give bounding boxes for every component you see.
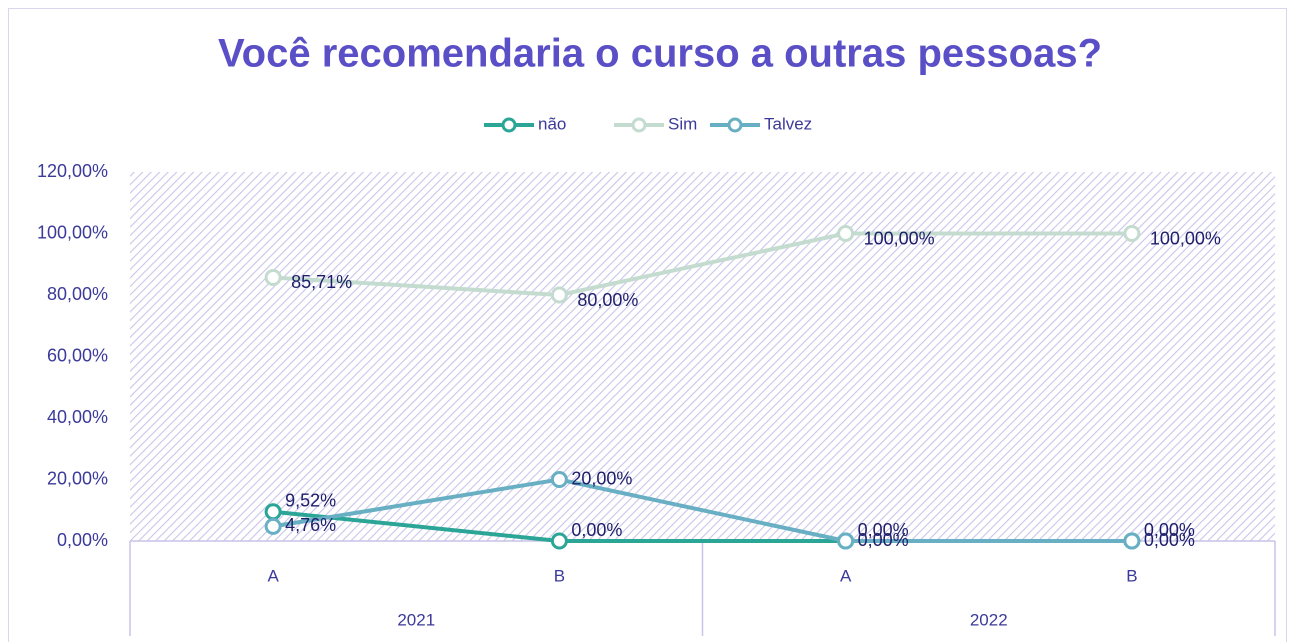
data-point	[550, 286, 568, 304]
y-tick-label: 20,00%	[47, 468, 108, 488]
data-label: 100,00%	[1150, 228, 1221, 248]
data-label: 0,00%	[858, 520, 909, 540]
x-tick-label: A	[840, 566, 852, 585]
data-label: 80,00%	[577, 290, 638, 310]
data-point	[550, 471, 568, 488]
data-point	[550, 532, 568, 550]
legend-marker	[501, 117, 517, 133]
legend-marker	[631, 117, 647, 133]
data-label: 0,00%	[858, 530, 909, 550]
data-label: 85,71%	[291, 272, 352, 292]
data-label: 0,00%	[1144, 530, 1195, 550]
data-label: 0,00%	[571, 520, 622, 540]
data-label: 4,76%	[285, 515, 336, 535]
chart-title: Você recomendaria o curso a outras pesso…	[218, 32, 1102, 76]
data-point	[837, 532, 855, 550]
series-line	[273, 231, 1132, 298]
x-tick-label: A	[267, 566, 279, 585]
y-tick-label: 100,00%	[37, 222, 108, 242]
legend-label: não	[538, 114, 566, 133]
chart-border	[8, 8, 1287, 642]
data-label: 0,00%	[1144, 520, 1195, 540]
y-tick-label: 120,00%	[37, 161, 108, 181]
data-point	[1123, 532, 1141, 550]
y-tick-label: 60,00%	[47, 345, 108, 365]
data-label: 100,00%	[864, 228, 935, 248]
data-point	[264, 517, 282, 535]
legend-marker	[727, 117, 743, 133]
data-point	[837, 225, 855, 242]
data-point	[1123, 225, 1141, 242]
data-point	[264, 268, 282, 286]
x-tick-label: B	[1126, 566, 1137, 585]
y-tick-label: 40,00%	[47, 407, 108, 427]
series-line	[272, 477, 1132, 543]
y-tick-label: 80,00%	[47, 284, 108, 304]
group-label: 2022	[970, 610, 1008, 629]
data-label: 20,00%	[571, 468, 632, 488]
data-point	[264, 503, 282, 521]
plot-area	[130, 172, 1275, 541]
y-tick-label: 0,00%	[57, 530, 108, 550]
legend-label: Talvez	[764, 114, 812, 133]
legend-label: Sim	[668, 114, 697, 133]
group-label: 2021	[397, 610, 435, 629]
x-tick-label: B	[554, 566, 565, 585]
data-label: 9,52%	[285, 490, 336, 510]
